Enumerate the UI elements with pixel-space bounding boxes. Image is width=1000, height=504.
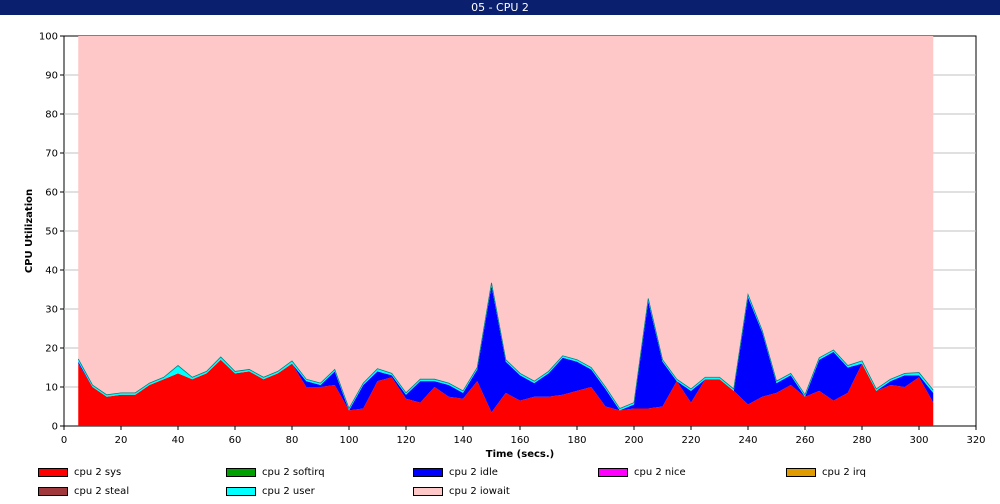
y-tick-label: 60 [45, 188, 58, 199]
legend-label: cpu 2 softirq [262, 467, 325, 478]
y-tick-label: 20 [45, 344, 58, 355]
x-axis-label: Time (secs.) [486, 449, 555, 460]
cpu-utilization-chart: 0 20 40 60 80 100 120 140 160 180 200 220 240 260 280 3… [24, 32, 986, 461]
y-tick-label: 50 [45, 227, 58, 238]
y-axis-label: CPU Utilization [24, 189, 35, 273]
y-tick-label: 80 [45, 110, 58, 121]
legend-swatch [598, 468, 628, 477]
x-tick-label: 160 [510, 435, 529, 446]
x-tick-label: 280 [852, 435, 871, 446]
x-tick-label: 100 [339, 435, 358, 446]
area-cpu-2-user [78, 282, 934, 411]
chart-legend: cpu 2 sys cpu 2 softirq cpu 2 idle cpu 2 ni… [0, 462, 1000, 504]
legend-label: cpu 2 steal [74, 486, 130, 497]
legend-label: cpu 2 sys [74, 467, 122, 478]
y-tick-label: 90 [45, 71, 58, 82]
legend-swatch [38, 468, 68, 477]
legend-swatch [413, 487, 443, 496]
legend-label: cpu 2 user [262, 486, 315, 497]
legend-swatch [786, 468, 816, 477]
x-tick-label: 220 [681, 435, 700, 446]
x-tick-label: 240 [738, 435, 757, 446]
x-tick-label: 180 [567, 435, 586, 446]
legend-swatch [226, 487, 256, 496]
legend-swatch [38, 487, 68, 496]
stacked-areas [77, 36, 934, 426]
x-tick-label: 20 [115, 435, 128, 446]
y-tick-label: 100 [39, 32, 58, 43]
chart-title-bar: 05 - CPU 2 [0, 0, 1000, 15]
y-tick-label: 10 [45, 383, 58, 394]
legend-swatch [226, 468, 256, 477]
x-tick-label: 60 [229, 435, 242, 446]
x-tick-label: 300 [909, 435, 928, 446]
y-tick-label: 40 [45, 266, 58, 277]
y-tick-label: 30 [45, 305, 58, 316]
area-cpu-2-iowait [78, 36, 934, 409]
axes: 0 20 40 60 80 100 120 140 160 180 200 220 240 260 280 3… [39, 32, 986, 447]
legend-label: cpu 2 nice [634, 467, 686, 478]
x-tick-label: 140 [453, 435, 472, 446]
legend-label: cpu 2 irq [822, 467, 866, 478]
y-tick-label: 70 [45, 149, 58, 160]
activity-outline [77, 282, 934, 410]
x-tick-label: 40 [172, 435, 185, 446]
x-tick-label: 260 [795, 435, 814, 446]
area-cpu-2-idle [78, 285, 934, 413]
x-tick-label: 0 [61, 435, 67, 446]
x-tick-label: 200 [624, 435, 643, 446]
y-tick-label: 0 [52, 422, 58, 433]
chart-title: 05 - CPU 2 [471, 1, 529, 14]
x-tick-label: 320 [966, 435, 985, 446]
legend-label: cpu 2 idle [449, 467, 498, 478]
legend-label: cpu 2 iowait [449, 486, 510, 497]
x-tick-label: 80 [286, 435, 299, 446]
x-tick-label: 120 [396, 435, 415, 446]
legend-swatch [413, 468, 443, 477]
